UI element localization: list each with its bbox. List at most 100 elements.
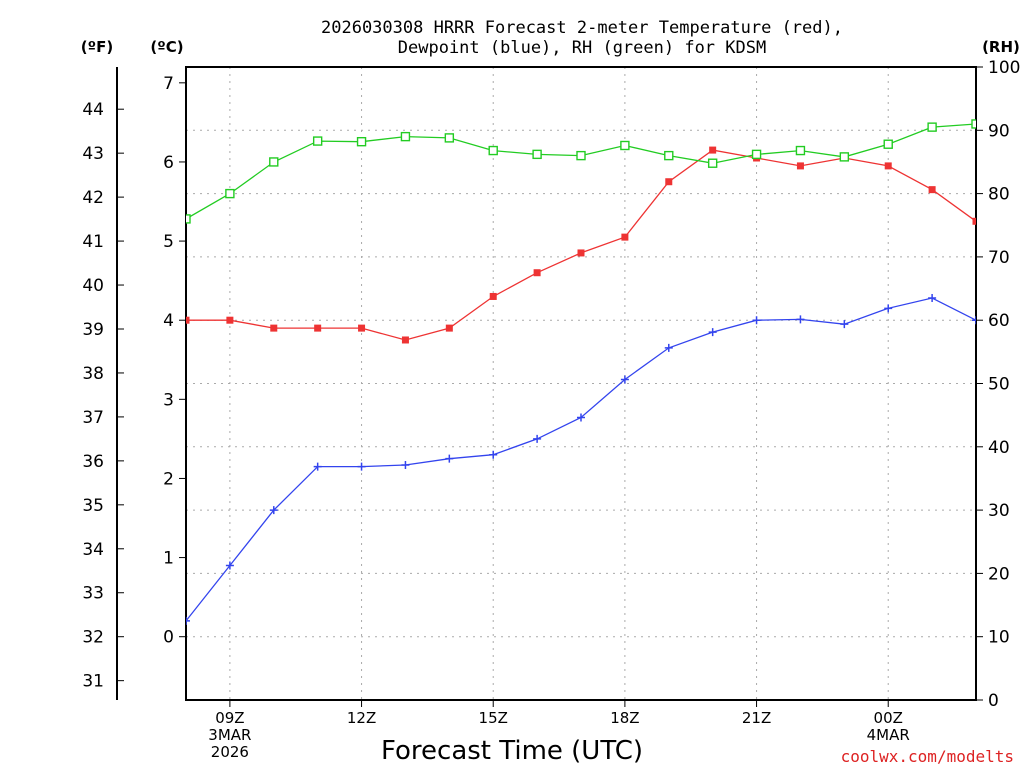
rh-point: [751, 149, 762, 160]
2-meter-temperature-point: [665, 178, 673, 186]
2-meter-temperature-point: [709, 146, 717, 154]
x-tick-label: 00Z: [874, 709, 903, 727]
dewpoint-point: [884, 304, 893, 313]
dewpoint-point: [928, 294, 937, 303]
rh-point: [186, 214, 191, 224]
celsius-tick-label: 4: [163, 311, 174, 331]
x-tick-label: 12Z: [347, 709, 376, 727]
dewpoint-point: [533, 434, 542, 443]
grid: [186, 67, 976, 700]
rh-tick-label: 20: [988, 564, 1010, 584]
dewpoint-point: [840, 320, 849, 329]
fahrenheit-tick-label: 44: [82, 100, 104, 120]
celsius-tick-label: 1: [163, 549, 174, 569]
rh-point: [707, 158, 718, 168]
2-meter-temperature-point: [621, 233, 629, 241]
rh-point: [795, 145, 806, 156]
fahrenheit-tick-label: 34: [82, 540, 104, 560]
rh-point: [532, 149, 542, 160]
rh-point: [444, 133, 455, 143]
celsius-tick-label: 3: [163, 390, 174, 410]
celsius-unit-label: (ºC): [150, 38, 183, 56]
rh-line: [186, 123, 976, 220]
dewpoint-point: [708, 328, 717, 337]
2-meter-temperature-point: [533, 269, 541, 277]
rh-point: [269, 157, 279, 167]
x-tick-label: 15Z: [479, 709, 508, 727]
rh-point: [620, 140, 630, 151]
2-meter-temperature-point: [928, 186, 936, 194]
dewpoint-point: [664, 343, 673, 352]
chart-title-line1: 2026030308 HRRR Forecast 2-meter Tempera…: [321, 18, 843, 38]
x-tick-label: 3MAR: [208, 726, 251, 744]
rh-point: [576, 150, 586, 161]
rh-tick-label: 10: [988, 628, 1010, 648]
2-meter-temperature-point: [226, 316, 234, 324]
rh-point: [883, 139, 893, 149]
rh-point: [839, 152, 850, 162]
celsius-tick-label: 7: [163, 74, 174, 94]
rh-point: [356, 136, 367, 147]
series-layer: [186, 119, 976, 625]
rh-point: [400, 131, 411, 142]
dewpoint-point: [313, 462, 322, 471]
x-tick-label: 4MAR: [867, 726, 910, 744]
fahrenheit-tick-label: 37: [82, 408, 104, 428]
2-meter-temperature-point: [314, 324, 322, 332]
x-tick-label: 2026: [211, 743, 249, 761]
2-meter-temperature-point: [489, 292, 497, 300]
x-tick-label: 09Z: [215, 709, 244, 727]
rh-tick-label: 100: [988, 58, 1020, 78]
dewpoint-point: [796, 315, 805, 324]
dewpoint-point: [445, 454, 454, 463]
2-meter-temperature-point: [358, 324, 366, 332]
fahrenheit-tick-label: 35: [82, 496, 104, 516]
dewpoint-point: [357, 462, 366, 471]
2-meter-temperature-point: [401, 336, 409, 344]
rh-tick-label: 50: [988, 375, 1010, 395]
fahrenheit-tick-label: 42: [82, 188, 104, 208]
fahrenheit-tick-label: 36: [82, 452, 104, 472]
x-tick-label: 18Z: [610, 709, 639, 727]
x-axis-label: Forecast Time (UTC): [381, 736, 643, 766]
rh-tick-label: 40: [988, 438, 1010, 458]
watermark: coolwx.com/modelts: [841, 747, 1014, 766]
rh-tick-label: 90: [988, 121, 1010, 141]
fahrenheit-tick-label: 33: [82, 584, 104, 604]
2-meter-temperature-point: [796, 162, 804, 170]
dewpoint-point: [620, 375, 629, 384]
dewpoint-point: [225, 561, 234, 570]
rh-tick-label: 80: [988, 185, 1010, 205]
celsius-tick-label: 5: [163, 232, 174, 252]
fahrenheit-tick-label: 31: [82, 672, 104, 692]
plot-frame: [185, 66, 977, 701]
2-meter-temperature-point: [577, 249, 585, 257]
rh-point: [927, 122, 937, 132]
rh-tick-label: 0: [988, 691, 999, 711]
fahrenheit-tick-label: 38: [82, 364, 104, 384]
2-meter-temperature-point: [186, 316, 190, 324]
2-meter-temperature-point: [270, 324, 278, 332]
dewpoint-point: [489, 450, 498, 459]
dewpoint-point: [752, 316, 761, 325]
rh-point: [488, 145, 498, 156]
dewpoint-point: [269, 506, 278, 515]
2-meter-temperature-point: [972, 217, 976, 225]
chart-title-line2: Dewpoint (blue), RH (green) for KDSM: [398, 38, 766, 58]
2-meter-temperature-point: [445, 324, 453, 332]
fahrenheit-tick-label: 40: [82, 276, 104, 296]
fahrenheit-tick-label: 41: [82, 232, 104, 252]
rh-point: [971, 119, 976, 129]
x-tick-label: 21Z: [742, 709, 771, 727]
dewpoint-line: [186, 297, 976, 622]
celsius-tick-label: 6: [163, 153, 174, 173]
dewpoint-point: [972, 316, 976, 325]
rh-point: [312, 136, 323, 146]
2-meter-temperature-line: [186, 149, 976, 341]
dewpoint-point: [577, 413, 585, 422]
fahrenheit-tick-label: 39: [82, 320, 104, 340]
fahrenheit-tick-label: 32: [82, 628, 104, 648]
rh-unit-label: (RH): [982, 38, 1020, 56]
